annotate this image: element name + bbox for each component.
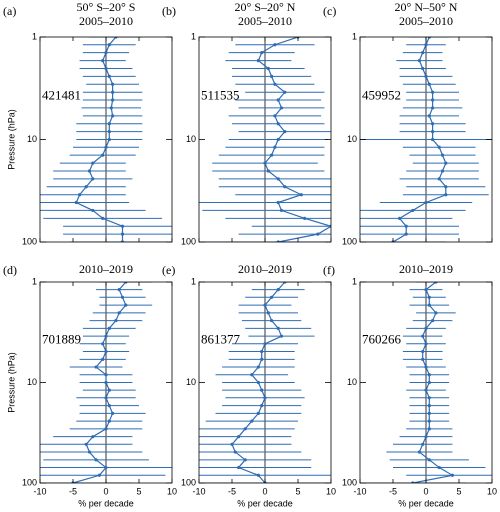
x-tick-label: -5 (69, 486, 77, 496)
plot-area (40, 37, 172, 242)
x-tick-label: -5 (228, 486, 236, 496)
panel-subtitle: 2005–2010 (399, 14, 453, 28)
y-tick-label: 100 (342, 477, 357, 487)
panel-subtitle: 2005–2010 (238, 14, 292, 28)
panel-label: (a) (3, 4, 16, 18)
annotation: 511535 (201, 87, 240, 102)
panel-label: (b) (162, 4, 176, 18)
plot-area (199, 37, 331, 242)
plot-area (360, 282, 492, 483)
y-tick-label: 100 (342, 236, 357, 246)
y-tick-label: 10 (27, 377, 37, 387)
x-tick-label: 10 (487, 486, 497, 496)
y-tick-label: 1 (32, 31, 37, 41)
x-axis-label: % per decade (78, 498, 134, 508)
plot-area (40, 282, 172, 483)
y-tick-label: 10 (347, 377, 357, 387)
annotation: 861377 (201, 331, 241, 346)
x-tick-label: 0 (262, 486, 267, 496)
annotation: 421481 (42, 87, 81, 102)
panel-title: 20° N–50° N (395, 0, 458, 14)
panel-label: (d) (3, 263, 17, 277)
y-tick-label: 10 (186, 377, 196, 387)
x-tick-label: 5 (295, 486, 300, 496)
annotation: 701889 (42, 331, 81, 346)
annotation: 459952 (362, 87, 401, 102)
x-tick-label: -10 (33, 486, 46, 496)
panel-label: (c) (323, 4, 336, 18)
y-tick-label: 100 (22, 236, 37, 246)
x-tick-label: 0 (103, 486, 108, 496)
profile-line (75, 37, 124, 242)
panel-label: (e) (162, 263, 175, 277)
y-tick-label: 1 (191, 276, 196, 286)
profile-line (231, 282, 286, 483)
profile-line (257, 37, 331, 242)
x-tick-label: -5 (389, 486, 397, 496)
panel-title: 2010–2019 (79, 262, 133, 276)
profile-line (412, 282, 455, 483)
panel-title: 2010–2019 (399, 262, 453, 276)
y-tick-label: 10 (347, 134, 357, 144)
x-tick-label: 0 (423, 486, 428, 496)
x-axis-label: % per decade (398, 498, 454, 508)
y-tick-label: 1 (32, 276, 37, 286)
panel-title: 20° S–20° N (235, 0, 296, 14)
y-axis-label: Pressure (hPa) (6, 109, 16, 170)
x-axis-label: % per decade (237, 498, 293, 508)
panel-subtitle: 2005–2010 (79, 14, 133, 28)
y-tick-label: 1 (191, 31, 196, 41)
x-tick-label: -10 (353, 486, 366, 496)
y-tick-label: 100 (181, 477, 196, 487)
panel-title: 50° S–20° S (77, 0, 136, 14)
y-tick-label: 1 (352, 31, 357, 41)
profile-line (72, 282, 127, 483)
x-tick-label: 10 (326, 486, 336, 496)
y-tick-label: 100 (22, 477, 37, 487)
y-tick-label: 10 (27, 134, 37, 144)
x-tick-label: 5 (136, 486, 141, 496)
y-axis-label: Pressure (hPa) (6, 352, 16, 413)
plot-area (199, 282, 331, 483)
annotation: 760266 (362, 331, 402, 346)
plot-area (360, 37, 492, 242)
x-tick-label: 5 (456, 486, 461, 496)
panel-title: 2010–2019 (238, 262, 292, 276)
y-tick-label: 100 (181, 236, 196, 246)
y-tick-label: 10 (186, 134, 196, 144)
y-tick-label: 1 (352, 276, 357, 286)
x-tick-label: -10 (192, 486, 205, 496)
x-tick-label: 10 (167, 486, 177, 496)
panel-label: (f) (323, 263, 335, 277)
profile-line (392, 37, 447, 242)
